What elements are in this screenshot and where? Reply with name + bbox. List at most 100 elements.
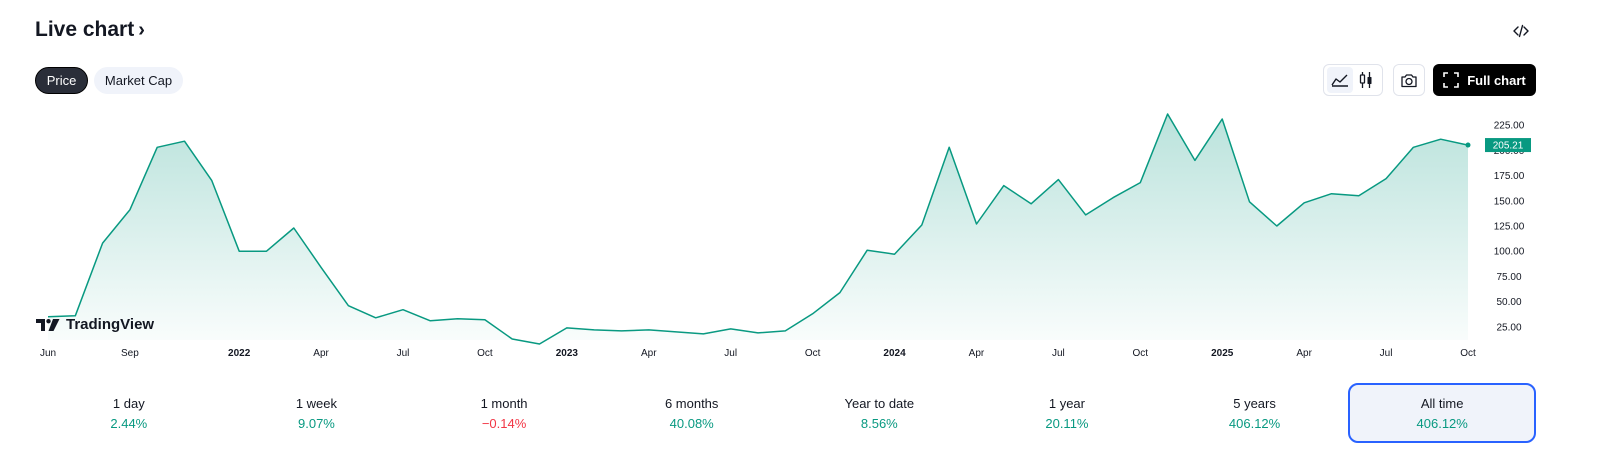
x-tick-label: Oct (1133, 348, 1149, 359)
period-change: 9.07% (298, 415, 335, 431)
period-change: 8.56% (860, 415, 898, 431)
period-label: 1 month (480, 395, 528, 411)
x-tick-label: Oct (477, 348, 493, 359)
data-point (1246, 198, 1254, 206)
data-point (1109, 194, 1117, 202)
period-option[interactable]: 1 year 20.11% (973, 383, 1161, 443)
period-change: 40.08% (669, 415, 714, 431)
x-tick-label: Jul (724, 348, 737, 359)
data-point (508, 335, 516, 343)
period-option[interactable]: 1 week 9.07% (223, 383, 411, 443)
data-point (399, 306, 407, 314)
data-point (945, 143, 953, 151)
y-tick-label: 75.00 (1496, 272, 1521, 283)
y-tick-label: 125.00 (1494, 221, 1525, 232)
camera-icon[interactable] (1393, 64, 1425, 96)
data-point (536, 340, 544, 348)
data-point (481, 316, 489, 324)
data-point (1136, 179, 1144, 187)
period-label: 6 months (664, 395, 719, 411)
data-point (918, 221, 926, 229)
x-tick-label: Sep (121, 348, 139, 359)
tradingview-logo[interactable]: TradingView (36, 316, 154, 333)
candles-icon[interactable] (1353, 67, 1379, 93)
data-point (344, 302, 352, 310)
y-tick-label: 225.00 (1494, 121, 1525, 132)
x-tick-label: 2022 (228, 348, 251, 359)
x-tick-label: Jul (1052, 348, 1065, 359)
period-label: 1 year (1048, 395, 1085, 411)
tab-price[interactable]: Price (35, 67, 88, 94)
tab-label: Price (46, 73, 77, 88)
tab-label: Market Cap (104, 73, 173, 88)
data-point (1273, 222, 1281, 230)
data-point (1191, 156, 1199, 164)
period-change: 406.12% (1228, 415, 1281, 431)
x-tick-label: Jul (397, 348, 410, 359)
code-icon[interactable] (1509, 19, 1533, 43)
data-point (1355, 192, 1363, 200)
data-point (754, 329, 762, 337)
x-tick-label: Jul (1380, 348, 1393, 359)
data-point (891, 250, 899, 258)
x-tick-label: Apr (1296, 348, 1312, 359)
data-point (317, 263, 325, 271)
data-point (1054, 176, 1062, 184)
tradingview-icon (36, 318, 60, 331)
y-tick-label: 25.00 (1496, 322, 1521, 333)
period-label: 1 week (295, 395, 338, 411)
full-chart-button[interactable]: Full chart (1433, 64, 1536, 96)
data-point (181, 137, 189, 145)
data-point (1300, 199, 1308, 207)
data-point (1000, 182, 1008, 190)
period-option[interactable]: All time 406.12% (1348, 383, 1536, 443)
period-option[interactable]: 1 month −0.14% (410, 383, 598, 443)
data-point (1382, 175, 1390, 183)
data-point (1082, 211, 1090, 219)
data-point (781, 327, 789, 335)
chevron-right-icon: › (138, 18, 145, 41)
x-tick-label: Oct (805, 348, 821, 359)
data-point (126, 206, 134, 214)
data-point (863, 246, 871, 254)
data-point (699, 330, 707, 338)
data-point (617, 327, 625, 335)
period-option[interactable]: Year to date 8.56% (786, 383, 974, 443)
data-point (972, 220, 980, 228)
last-value-badge (1485, 138, 1531, 153)
data-point (1409, 143, 1417, 151)
data-point (290, 224, 298, 232)
title-text: Live chart (35, 18, 135, 41)
period-option[interactable]: 5 years 406.12% (1161, 383, 1349, 443)
series-line (47, 113, 1469, 345)
data-point (1218, 115, 1226, 123)
data-point (153, 143, 161, 151)
data-point (99, 239, 107, 247)
period-label: 1 day (112, 395, 145, 411)
fullscreen-icon (1443, 72, 1460, 88)
data-point (235, 247, 243, 255)
period-option[interactable]: 6 months 40.08% (598, 383, 786, 443)
x-tick-label: Apr (313, 348, 329, 359)
logo-text: TradingView (66, 316, 155, 333)
area-chart-icon[interactable] (1327, 67, 1353, 93)
period-selector: 1 day 2.44% 1 week 9.07% 1 month −0.14% 6 mont… (35, 383, 1536, 443)
data-point (454, 315, 462, 323)
period-label: All time (1420, 395, 1464, 411)
data-point (809, 310, 817, 318)
y-tick-label: 50.00 (1496, 297, 1521, 308)
series-area-fill (48, 114, 1468, 344)
y-tick-label: 175.00 (1494, 171, 1525, 182)
period-change: 20.11% (1045, 415, 1089, 431)
full-chart-label: Full chart (1467, 72, 1526, 88)
x-tick-label: Apr (969, 348, 985, 359)
y-tick-label: 100.00 (1494, 247, 1525, 258)
x-tick-label: 2024 (883, 348, 906, 359)
price-chart[interactable]: Jun Sep 2022 Apr Jul Oct 2023 Apr Jul Oct 2024 Apr J… (0, 100, 1600, 365)
x-tick-label: Oct (1460, 348, 1476, 359)
tab-market-cap[interactable]: Market Cap (94, 67, 183, 94)
data-point (208, 177, 216, 185)
period-option[interactable]: 1 day 2.44% (35, 383, 223, 443)
page-title[interactable]: Live chart › (35, 18, 145, 42)
period-change: −0.14% (481, 415, 527, 431)
